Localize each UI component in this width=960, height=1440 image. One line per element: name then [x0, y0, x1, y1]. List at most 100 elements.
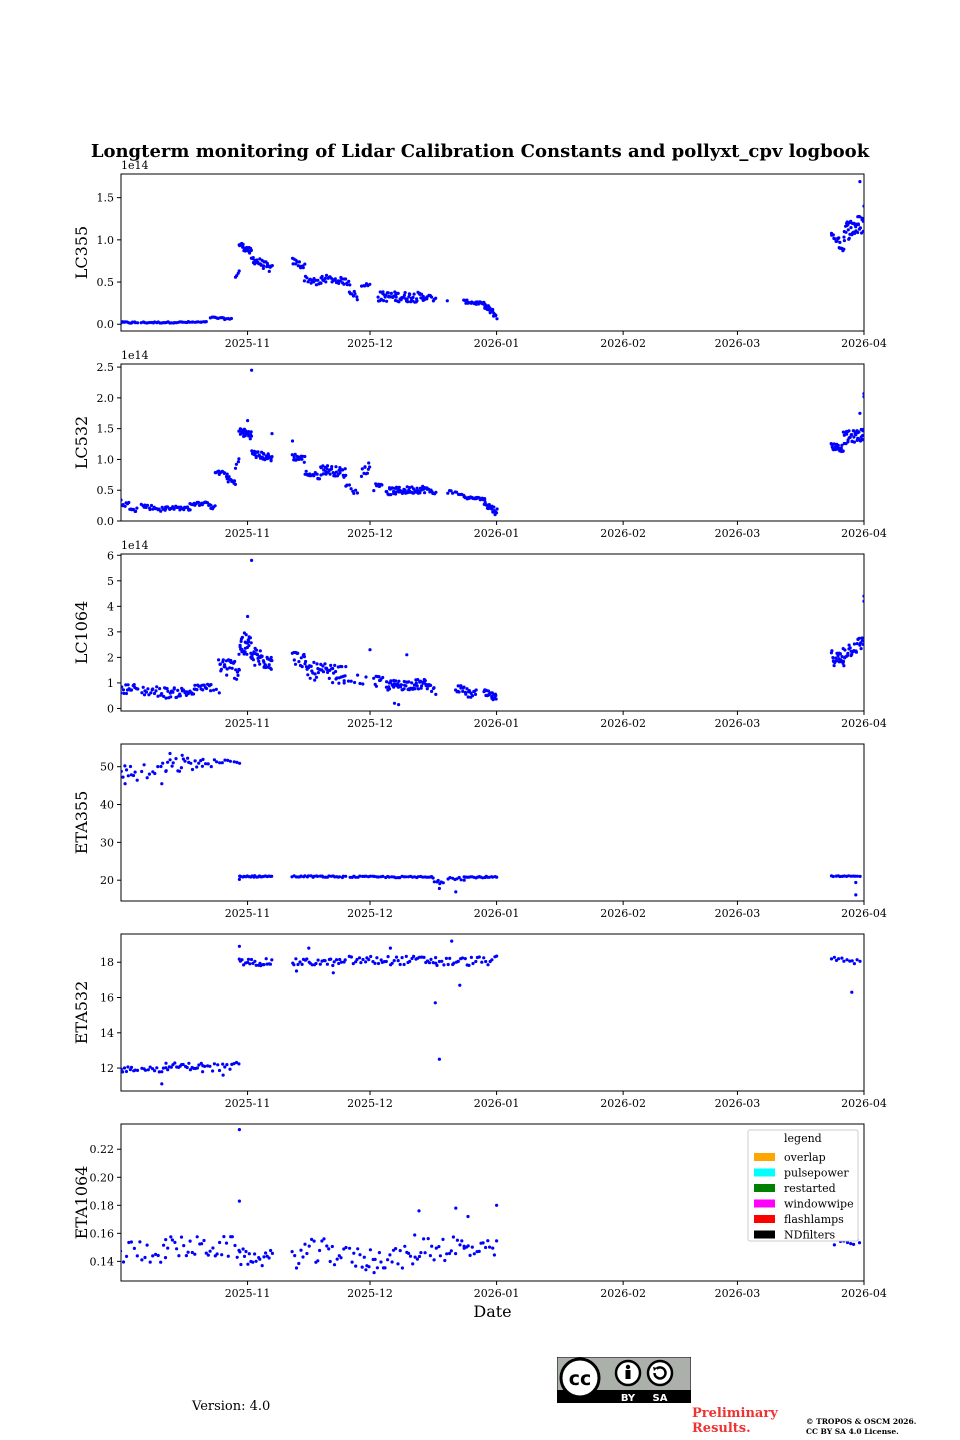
y-tick-label: 1.0 — [97, 453, 115, 466]
data-point — [477, 955, 481, 959]
data-points — [121, 180, 864, 325]
y-tick-label: 50 — [100, 761, 114, 774]
data-point — [857, 636, 862, 640]
data-point — [306, 673, 310, 677]
data-point — [121, 769, 123, 773]
data-point-outlier — [437, 886, 441, 891]
data-point — [442, 963, 446, 967]
data-point — [323, 959, 327, 963]
x-tick-label: 2025-11 — [225, 717, 271, 730]
data-point — [320, 274, 324, 279]
data-point — [239, 639, 243, 644]
y-tick-label: 16 — [100, 992, 114, 1005]
data-point — [344, 277, 348, 281]
data-point — [332, 960, 336, 964]
data-point — [434, 490, 438, 494]
data-point — [316, 958, 320, 962]
data-point — [166, 1246, 170, 1250]
data-point-outlier — [331, 971, 335, 975]
data-point — [338, 471, 342, 475]
data-point — [250, 653, 254, 657]
data-point — [242, 1254, 247, 1258]
data-point — [294, 1266, 299, 1270]
x-tick-label: 2026-04 — [841, 1287, 887, 1300]
data-point — [422, 1237, 426, 1241]
data-point — [164, 1061, 168, 1065]
data-point — [296, 651, 300, 655]
data-point — [466, 695, 470, 699]
data-point-outlier — [270, 432, 274, 436]
cc-badge-main-text: cc — [569, 1368, 592, 1390]
data-point — [230, 1235, 234, 1239]
data-point-outlier — [850, 990, 854, 994]
data-point — [852, 1242, 856, 1246]
legend-swatch-windowwipe — [754, 1199, 775, 1208]
data-point — [418, 955, 422, 959]
data-point — [212, 688, 216, 692]
data-point — [264, 454, 268, 458]
data-point — [204, 1251, 208, 1255]
data-point — [294, 262, 298, 266]
data-points — [121, 368, 864, 517]
data-point — [339, 1256, 343, 1260]
x-tick-label: 2026-01 — [474, 527, 520, 540]
data-point — [470, 1245, 474, 1249]
data-point — [254, 455, 258, 460]
data-point — [847, 874, 851, 878]
data-point — [481, 1241, 485, 1245]
data-point — [473, 692, 478, 697]
data-point — [206, 1253, 210, 1257]
data-point — [202, 1238, 206, 1243]
data-point — [389, 493, 393, 497]
data-point — [474, 959, 478, 964]
data-point — [488, 1245, 492, 1249]
data-point — [375, 956, 379, 960]
data-point — [214, 687, 218, 692]
data-point — [235, 1255, 239, 1259]
data-point — [850, 959, 854, 963]
data-point — [251, 1260, 255, 1264]
data-point — [842, 235, 846, 239]
data-point — [494, 511, 499, 515]
preliminary-line-2: Results. — [692, 1421, 751, 1436]
data-point — [329, 276, 333, 280]
data-point — [342, 679, 346, 683]
data-point — [161, 1066, 165, 1070]
data-point — [467, 963, 471, 968]
data-point — [343, 467, 347, 471]
data-point — [267, 1256, 271, 1260]
x-tick-label: 2026-04 — [841, 1097, 887, 1110]
data-point — [237, 652, 241, 656]
data-point — [361, 957, 365, 962]
data-point — [211, 1069, 215, 1073]
data-point — [238, 761, 242, 765]
data-point — [451, 491, 455, 495]
data-point — [368, 1248, 372, 1252]
data-point — [249, 430, 253, 434]
data-point — [303, 1242, 307, 1246]
x-tick-label: 2025-12 — [347, 1287, 393, 1300]
data-point — [326, 670, 330, 675]
data-point — [259, 262, 263, 267]
data-point — [831, 233, 835, 237]
data-point — [230, 666, 234, 670]
preliminary-line-1: Preliminary — [692, 1406, 778, 1421]
data-point — [258, 257, 262, 261]
data-point — [324, 280, 328, 284]
data-point — [344, 473, 348, 477]
data-point — [850, 652, 854, 657]
data-point — [381, 675, 385, 680]
data-point — [337, 961, 341, 966]
data-point — [305, 1251, 309, 1256]
figure-title: Longterm monitoring of Lidar Calibration… — [90, 141, 870, 162]
data-point — [303, 874, 307, 878]
data-point — [131, 773, 136, 778]
data-point — [217, 658, 221, 662]
data-point — [331, 681, 335, 685]
y-tick-label: 5 — [107, 575, 114, 588]
data-point — [144, 690, 148, 694]
data-point — [333, 663, 337, 668]
data-point — [155, 685, 159, 689]
data-point — [308, 676, 312, 680]
data-point — [325, 467, 329, 471]
